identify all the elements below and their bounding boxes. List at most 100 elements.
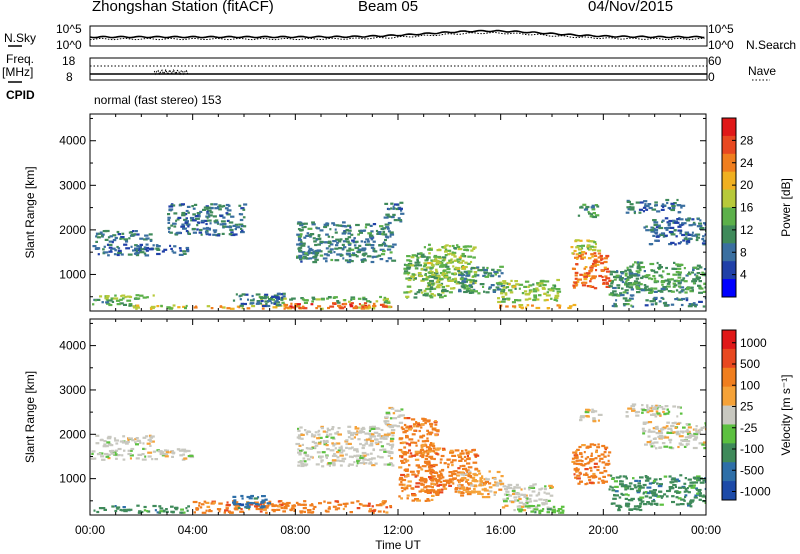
colorbar-tick-label: 20: [740, 178, 754, 192]
data-cell: [503, 500, 508, 503]
data-cell: [523, 285, 527, 288]
data-cell: [443, 487, 448, 490]
data-cell: [386, 227, 390, 230]
data-cell: [418, 264, 422, 267]
data-cell: [461, 286, 467, 289]
data-cell: [362, 252, 368, 255]
data-cell: [319, 307, 324, 310]
data-cell: [468, 291, 473, 294]
data-cell: [369, 461, 372, 464]
data-cell: [349, 305, 354, 308]
data-cell: [345, 240, 350, 243]
data-cell: [621, 280, 625, 284]
data-cell: [642, 210, 645, 213]
data-cell: [301, 251, 306, 254]
data-cell: [592, 212, 596, 215]
data-cell: [399, 476, 404, 480]
colorbar-segment: [722, 481, 736, 501]
data-cell: [135, 249, 138, 252]
data-cell: [110, 297, 114, 300]
data-cell: [664, 436, 670, 439]
data-cell: [665, 495, 669, 498]
data-cell: [482, 266, 485, 269]
data-cell: [407, 428, 410, 431]
data-cell: [314, 258, 319, 261]
data-cell: [510, 501, 515, 504]
data-cell: [196, 212, 201, 215]
data-cell: [629, 272, 634, 275]
data-cell: [526, 506, 531, 509]
data-cell: [139, 237, 144, 240]
data-cell: [130, 234, 134, 237]
data-cell: [646, 477, 650, 480]
data-cell: [458, 455, 463, 459]
data-cell: [123, 449, 126, 452]
data-cell: [167, 216, 171, 219]
data-cell: [264, 300, 269, 303]
data-cell: [427, 275, 432, 278]
data-cell: [469, 484, 474, 487]
data-cell: [282, 503, 287, 506]
data-cell: [648, 206, 653, 210]
data-cell: [444, 254, 448, 257]
data-cell: [186, 205, 191, 208]
data-cell: [610, 502, 614, 505]
data-cell: [172, 304, 176, 307]
data-cell: [502, 298, 507, 301]
data-cell: [695, 487, 698, 490]
data-cell: [458, 487, 464, 490]
data-cell: [631, 294, 633, 297]
data-cell: [407, 480, 412, 483]
data-cell: [676, 422, 680, 425]
data-cell: [603, 451, 607, 454]
data-cell: [467, 255, 473, 258]
data-cell: [666, 431, 672, 434]
data-cell: [376, 232, 381, 235]
data-cell: [607, 474, 611, 477]
data-cell: [120, 509, 124, 512]
data-cell: [696, 492, 700, 495]
data-cell: [506, 497, 509, 500]
data-cell: [312, 237, 316, 240]
data-cell: [360, 307, 365, 310]
data-cell: [456, 471, 462, 474]
data-cell: [136, 245, 140, 248]
data-cell: [647, 421, 653, 424]
data-cell: [483, 489, 489, 492]
data-cell: [267, 300, 272, 303]
data-cell: [652, 275, 656, 278]
data-cell: [378, 231, 382, 234]
data-cell: [441, 476, 445, 479]
data-cell: [408, 464, 411, 467]
data-cell: [641, 411, 644, 414]
data-cell: [356, 460, 360, 463]
data-cell: [472, 282, 475, 285]
data-cell: [652, 234, 656, 237]
data-cell: [638, 208, 643, 211]
data-cell: [164, 453, 169, 456]
data-cell: [350, 298, 353, 301]
data-cell: [551, 509, 556, 512]
data-cell: [362, 296, 366, 299]
data-cell: [619, 483, 624, 486]
data-cell: [657, 266, 662, 269]
data-cell: [660, 276, 664, 279]
data-cell: [626, 292, 629, 295]
data-cell: [464, 280, 468, 283]
data-cell: [143, 509, 147, 512]
data-cell: [640, 276, 644, 280]
data-cell: [650, 226, 653, 229]
data-cell: [473, 474, 479, 477]
data-cell: [448, 474, 453, 477]
data-cell: [129, 454, 134, 457]
data-cell: [103, 508, 107, 511]
data-cell: [121, 294, 126, 297]
data-cell: [420, 255, 425, 258]
data-cell: [677, 229, 683, 232]
data-cell: [538, 498, 543, 501]
data-cell: [433, 287, 437, 290]
data-cell: [446, 261, 449, 265]
data-cell: [618, 496, 622, 499]
data-cell: [398, 421, 404, 424]
data-cell: [254, 503, 259, 506]
